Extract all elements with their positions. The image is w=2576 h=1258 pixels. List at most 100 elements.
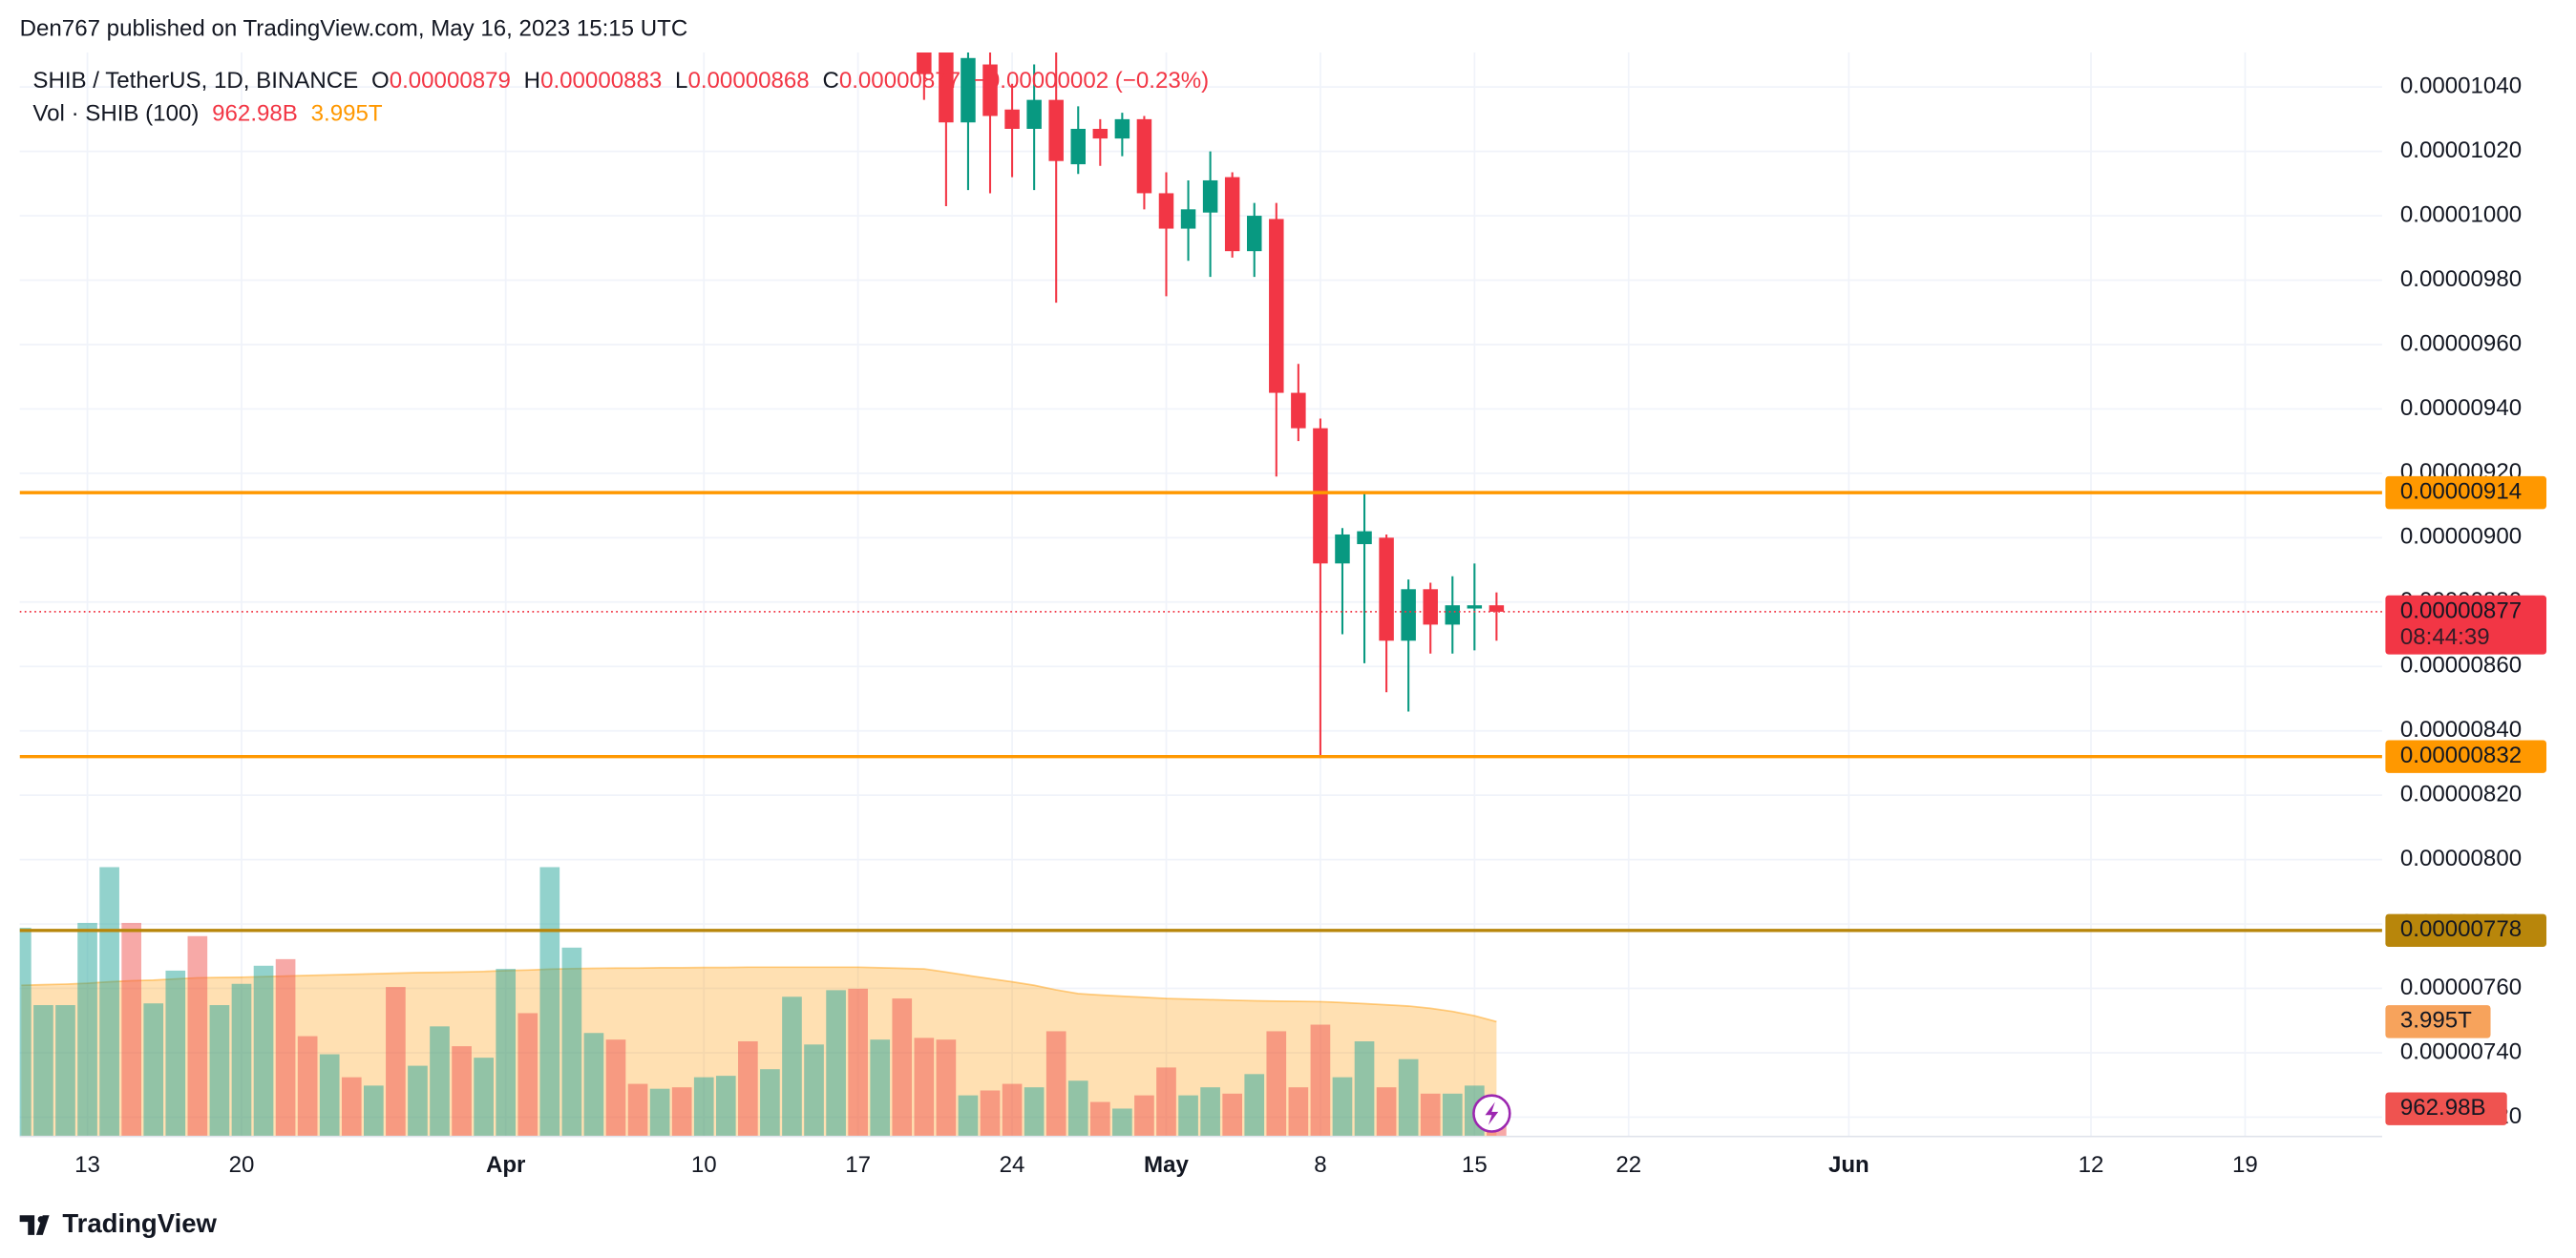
volume-bar bbox=[452, 1046, 472, 1137]
candle-body bbox=[1467, 605, 1483, 609]
x-tick-label: 20 bbox=[229, 1152, 255, 1178]
x-tick-label: Apr bbox=[486, 1152, 525, 1178]
replay-icon[interactable] bbox=[1472, 1094, 1511, 1133]
candle-body bbox=[961, 57, 976, 123]
volume-bar bbox=[1310, 1024, 1331, 1137]
volume-bar bbox=[561, 947, 582, 1137]
level-label-box bbox=[2385, 475, 2547, 510]
publisher: Den767 published on TradingView.com, May… bbox=[20, 15, 688, 41]
x-tick-label: 24 bbox=[1000, 1152, 1025, 1178]
candle-body bbox=[939, 52, 954, 123]
volume-bar bbox=[1288, 1087, 1309, 1137]
volume-bar bbox=[121, 922, 141, 1137]
x-tick-label: May bbox=[1144, 1152, 1189, 1178]
volume-bar bbox=[19, 928, 32, 1137]
brand: TradingView bbox=[62, 1208, 217, 1238]
candle-body bbox=[1070, 128, 1086, 165]
candle-body bbox=[982, 64, 998, 116]
volume-bar bbox=[1442, 1093, 1463, 1137]
volume-bar bbox=[496, 969, 517, 1137]
volume-bar bbox=[143, 1003, 164, 1137]
legend-open-label: O bbox=[371, 68, 390, 94]
volume-bar bbox=[1376, 1087, 1397, 1137]
volume-bar bbox=[671, 1087, 692, 1137]
volume-bar bbox=[1067, 1080, 1088, 1137]
volume-bar bbox=[1002, 1083, 1023, 1137]
volume-bar bbox=[275, 958, 296, 1137]
volume-bar bbox=[187, 935, 208, 1137]
y-tick-label: 0.00000800 bbox=[2400, 846, 2522, 871]
axis-labels: 13 20 Apr 10 17 24 May 8 15 22 Jun 12 19 0.00001040 0.… bbox=[74, 73, 2547, 1178]
volume-box bbox=[2385, 1092, 2507, 1125]
volume-bar bbox=[848, 988, 868, 1137]
x-tick-label: 22 bbox=[1615, 1152, 1641, 1178]
x-tick-label: 15 bbox=[1462, 1152, 1488, 1178]
candle-body bbox=[1357, 531, 1372, 545]
candle-body bbox=[1136, 118, 1152, 194]
volume-bar bbox=[209, 1005, 230, 1137]
legend-volume: 962.98B bbox=[212, 101, 298, 127]
volume-bar bbox=[892, 998, 913, 1137]
volume-bar bbox=[474, 1058, 494, 1137]
legend-open: 0.00000879 bbox=[390, 68, 511, 94]
x-tick-label: 12 bbox=[2079, 1152, 2104, 1178]
last-price-box bbox=[2385, 595, 2547, 655]
y-tick-label: 0.00001040 bbox=[2400, 73, 2522, 99]
candle-body bbox=[917, 52, 932, 74]
level-label: 0.00000832 bbox=[2400, 743, 2522, 768]
volume-bar bbox=[738, 1040, 758, 1137]
candle-body bbox=[1048, 99, 1064, 161]
volume-bar bbox=[253, 965, 274, 1137]
y-tick-label: 0.00001020 bbox=[2400, 137, 2522, 163]
legend-symbol: SHIB / TetherUS, 1D, BINANCE bbox=[32, 68, 358, 94]
level-label-box bbox=[2385, 913, 2547, 948]
volume-bar bbox=[1045, 1031, 1066, 1137]
volume-bar bbox=[341, 1077, 362, 1137]
candle-body bbox=[1180, 209, 1196, 229]
legend-high-label: H bbox=[524, 68, 540, 94]
volume-bar bbox=[627, 1083, 648, 1137]
x-tick-label: 8 bbox=[1314, 1152, 1326, 1178]
grid bbox=[19, 52, 2382, 1137]
candle-body bbox=[1401, 589, 1416, 641]
plot-area bbox=[19, 52, 2382, 1137]
volume-bar bbox=[77, 922, 97, 1137]
volume-bar bbox=[364, 1085, 384, 1137]
legend-volume-title: Vol · SHIB (100) bbox=[32, 101, 199, 127]
volume-bar bbox=[1222, 1093, 1242, 1137]
volume-bar bbox=[1398, 1059, 1419, 1137]
volume-bar bbox=[693, 1077, 714, 1137]
volume-bar bbox=[297, 1036, 318, 1137]
volume-bar bbox=[649, 1088, 670, 1137]
volume-bar bbox=[1156, 1067, 1176, 1137]
y-tick-label: 0.00000860 bbox=[2400, 653, 2522, 679]
y-tick-label: 0.00000980 bbox=[2400, 266, 2522, 292]
volume-bar bbox=[583, 1033, 604, 1137]
candle-body bbox=[1423, 589, 1438, 625]
volume-bar bbox=[33, 1005, 53, 1137]
volume-bar bbox=[980, 1090, 1001, 1137]
candle-body bbox=[1445, 605, 1461, 625]
candle-body bbox=[1092, 128, 1109, 139]
volume-bar bbox=[826, 990, 846, 1137]
volume-bar bbox=[936, 1039, 957, 1137]
volume-label: 962.98B bbox=[2400, 1095, 2486, 1121]
y-tick-label: 0.00000820 bbox=[2400, 782, 2522, 807]
level-label-box bbox=[2385, 740, 2547, 773]
countdown: 08:44:39 bbox=[2400, 624, 2490, 650]
level-label: 0.00000914 bbox=[2400, 478, 2522, 504]
candle-body bbox=[1158, 193, 1174, 229]
x-tick-label: 13 bbox=[74, 1152, 100, 1178]
volume-bar bbox=[804, 1044, 824, 1137]
volume-bar bbox=[1024, 1087, 1045, 1137]
volume-bar bbox=[408, 1065, 428, 1137]
volume-bar bbox=[386, 987, 406, 1137]
brand-logo bbox=[19, 1215, 50, 1235]
volume-bar bbox=[1332, 1077, 1353, 1137]
y-tick-label: 0.00000940 bbox=[2400, 395, 2522, 421]
volume-bar bbox=[319, 1054, 340, 1137]
candle-body bbox=[1224, 177, 1240, 252]
legend-line: SHIB / TetherUS, 1D, BINANCE O0.00000879 H… bbox=[32, 68, 1209, 94]
